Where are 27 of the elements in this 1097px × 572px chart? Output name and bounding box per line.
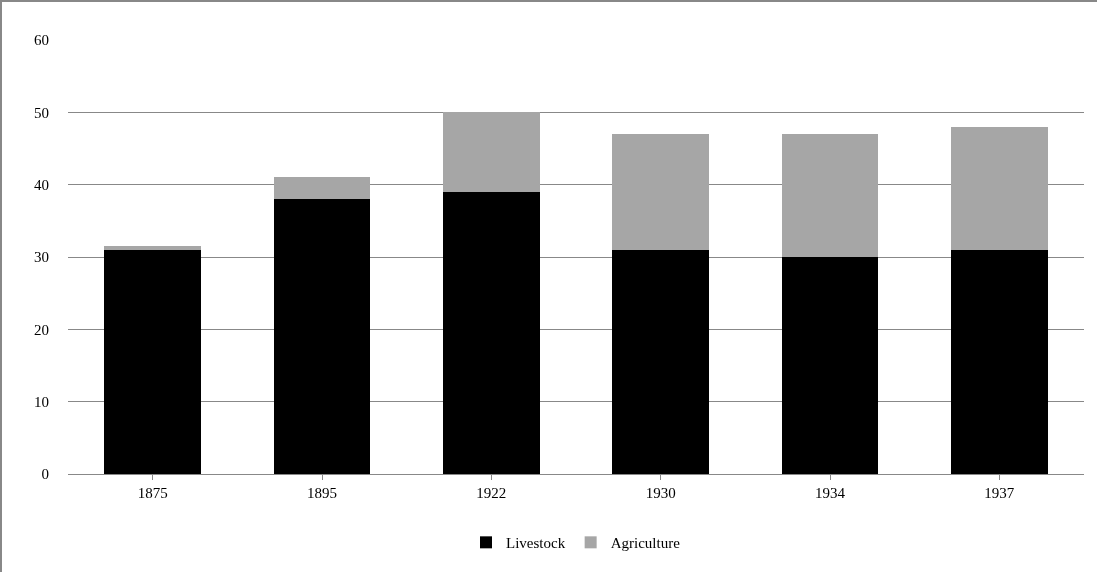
bar	[951, 126, 1048, 250]
x-tick-label: 1934	[815, 485, 846, 501]
bar	[612, 249, 709, 474]
bar	[951, 249, 1048, 474]
bar	[781, 134, 879, 257]
legend-label: Livestock	[506, 535, 566, 552]
y-tick-label: 10	[34, 393, 49, 410]
x-tick-label: 1922	[476, 485, 507, 501]
y-tick-label: 0	[41, 466, 49, 483]
bar	[104, 246, 201, 250]
y-tick-label: 20	[34, 321, 49, 338]
y-tick-label: 60	[34, 32, 49, 49]
bar	[443, 112, 540, 192]
bar	[443, 191, 540, 474]
bar	[781, 257, 879, 474]
y-tick-label: 30	[34, 249, 49, 266]
bar	[104, 249, 201, 474]
y-tick-label: 50	[34, 104, 49, 121]
x-tick-label: 1895	[307, 485, 337, 501]
legend-label: Agriculture	[610, 535, 681, 552]
x-tick-label: 1930	[645, 485, 676, 501]
y-tick-label: 40	[34, 176, 49, 193]
bar	[612, 134, 709, 250]
bar	[273, 177, 371, 200]
x-tick-label: 1937	[984, 485, 1015, 501]
bar	[273, 199, 371, 474]
x-tick-label: 1875	[137, 485, 168, 501]
